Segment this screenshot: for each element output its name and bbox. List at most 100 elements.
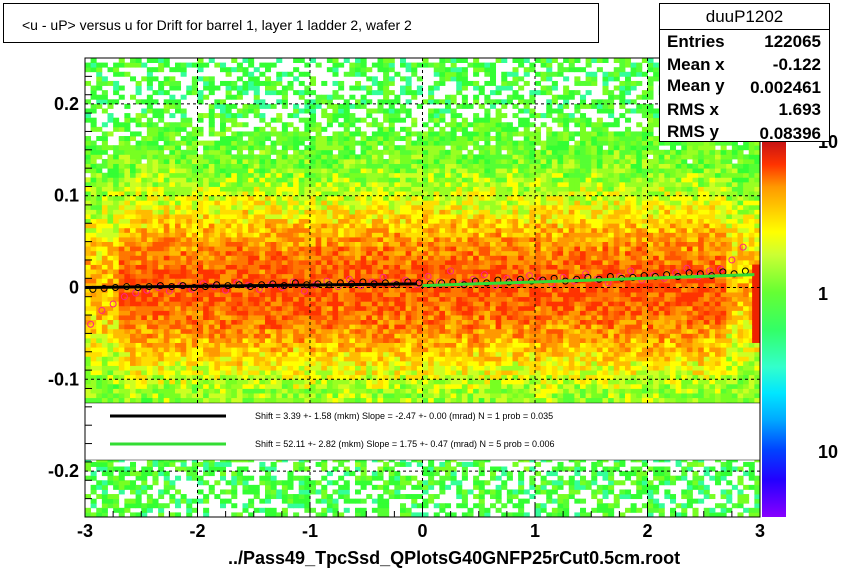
heat-cell	[748, 356, 755, 362]
heat-cell	[715, 374, 722, 380]
heat-cell	[630, 379, 637, 385]
heat-cell	[731, 305, 738, 311]
heat-cell	[208, 489, 215, 495]
heat-cell	[546, 480, 553, 486]
heat-cell	[686, 397, 693, 403]
heat-cell	[332, 397, 339, 403]
heat-cell	[737, 388, 744, 394]
heat-cell	[220, 397, 227, 403]
heat-cell	[495, 507, 502, 513]
heat-cell	[686, 461, 693, 467]
heat-cell	[236, 383, 243, 389]
heat-cell	[371, 383, 378, 389]
heat-cell	[641, 374, 648, 380]
heat-cell	[754, 356, 761, 362]
heat-cell	[293, 370, 300, 376]
heat-cell	[540, 393, 547, 399]
heat-cell	[670, 347, 677, 353]
heat-cell	[225, 383, 232, 389]
heat-cell	[321, 351, 328, 357]
heat-cell	[208, 328, 215, 334]
heat-cell	[411, 484, 418, 490]
heat-cell	[113, 365, 120, 371]
heat-cell	[304, 356, 311, 362]
heat-cell	[124, 296, 131, 302]
heat-cell	[563, 379, 570, 385]
heat-cell	[321, 498, 328, 504]
heat-cell	[141, 296, 148, 302]
heat-cell	[394, 397, 401, 403]
heat-cell	[641, 328, 648, 334]
heat-cell	[175, 337, 182, 343]
heat-cell	[225, 374, 232, 380]
heat-cell	[321, 356, 328, 362]
heat-cell	[203, 315, 210, 321]
heat-cell	[293, 383, 300, 389]
heat-cell	[242, 342, 249, 348]
heat-cell	[304, 347, 311, 353]
heat-cell	[428, 310, 435, 316]
heat-cell	[338, 347, 345, 353]
heat-cell	[709, 315, 716, 321]
heat-cell	[658, 370, 665, 376]
heat-cell	[146, 383, 153, 389]
heat-cell	[726, 356, 733, 362]
heat-cell	[602, 360, 609, 366]
heat-cell	[169, 301, 176, 307]
heat-cell	[360, 319, 367, 325]
heat-cell	[281, 296, 288, 302]
heat-cell	[388, 301, 395, 307]
heat-cell	[523, 383, 530, 389]
heat-cell	[180, 356, 187, 362]
heat-cell	[175, 305, 182, 311]
heat-cell	[647, 393, 654, 399]
heat-cell	[107, 333, 114, 339]
heat-cell	[433, 393, 440, 399]
heat-cell	[619, 370, 626, 376]
heat-cell	[146, 466, 153, 472]
heat-cell	[653, 507, 660, 513]
heat-cell	[619, 356, 626, 362]
heat-cell	[613, 494, 620, 500]
heat-cell	[557, 351, 564, 357]
heat-cell	[113, 347, 120, 353]
heat-cell	[754, 489, 761, 495]
heat-cell	[197, 360, 204, 366]
heat-cell	[101, 388, 108, 394]
heat-cell	[754, 379, 761, 385]
heat-cell	[495, 489, 502, 495]
heat-cell	[310, 296, 317, 302]
heat-cell	[450, 360, 457, 366]
heat-cell	[731, 337, 738, 343]
heat-cell	[220, 503, 227, 509]
heat-cell	[512, 370, 519, 376]
heat-cell	[214, 287, 221, 293]
heat-cell	[293, 374, 300, 380]
heat-cell	[388, 383, 395, 389]
heat-cell	[563, 503, 570, 509]
heat-cell	[433, 305, 440, 311]
heat-cell	[270, 310, 277, 316]
heat-cell	[445, 379, 452, 385]
heat-cell	[360, 296, 367, 302]
heat-cell	[484, 328, 491, 334]
heat-cell	[709, 324, 716, 330]
heat-cell	[636, 383, 643, 389]
heat-cell	[574, 351, 581, 357]
heat-cell	[124, 342, 131, 348]
heat-cell	[349, 305, 356, 311]
heat-cell	[304, 484, 311, 490]
heat-cell	[692, 365, 699, 371]
heat-cell	[315, 333, 322, 339]
heat-cell	[506, 365, 513, 371]
heat-cell	[647, 484, 654, 490]
heat-cell	[191, 305, 198, 311]
heat-cell	[456, 315, 463, 321]
heat-cell	[343, 292, 350, 298]
heat-cell	[433, 365, 440, 371]
heat-cell	[450, 328, 457, 334]
heat-cell	[281, 347, 288, 353]
heat-cell	[175, 319, 182, 325]
heat-cell	[208, 397, 215, 403]
heat-cell	[169, 319, 176, 325]
